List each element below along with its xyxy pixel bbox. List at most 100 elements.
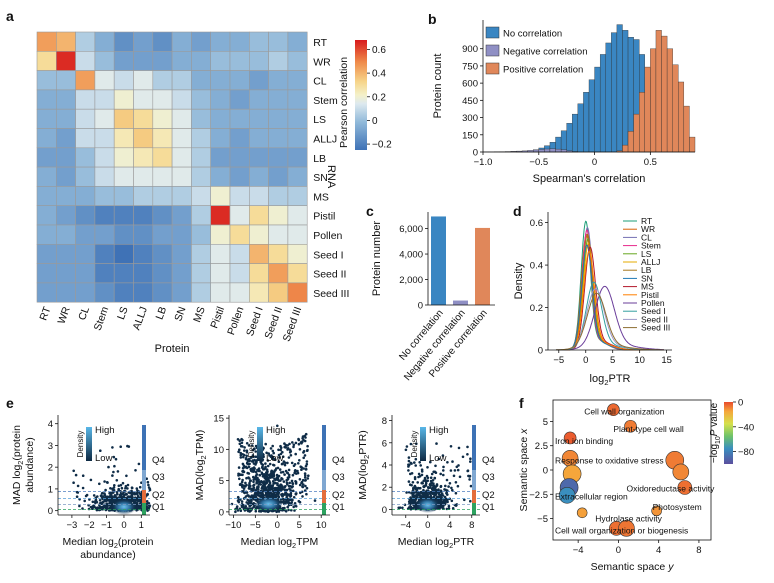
scatter-point <box>146 492 149 496</box>
quartile-strip <box>142 425 146 470</box>
scatter-point <box>276 478 280 481</box>
scatter-point <box>265 476 268 479</box>
quartile-label: Q3 <box>482 472 495 483</box>
scatter-point <box>304 464 308 468</box>
heatmap-cell <box>152 50 173 71</box>
scatter-point <box>301 437 304 440</box>
heatmap-cell <box>55 108 76 129</box>
y-tick-label: −5 <box>537 514 548 525</box>
y-tick-label: 1 <box>48 484 53 495</box>
histogram-bar <box>666 48 673 153</box>
scatter-point <box>446 498 449 501</box>
term-annotation: Plant-type cell wall <box>613 424 684 434</box>
scatter-point <box>291 481 294 485</box>
scatter-point <box>426 466 429 469</box>
heatmap-cell <box>171 205 192 226</box>
scatter-point <box>296 469 299 473</box>
scatter-point <box>439 493 443 497</box>
heatmap-row-label: SN <box>313 172 328 184</box>
heatmap-cell <box>94 89 115 110</box>
heatmap-cell <box>191 89 211 110</box>
legend-label: Positive correlation <box>503 65 583 76</box>
scatter-point <box>92 494 96 497</box>
histogram-bar <box>583 92 590 153</box>
scatter-point <box>246 507 249 510</box>
heatmap-cell <box>55 263 76 284</box>
scatter-point <box>418 491 422 495</box>
scatter-point <box>74 473 78 477</box>
heatmap-cell <box>287 224 308 245</box>
histogram-bar <box>661 35 668 153</box>
scatter-point <box>250 467 254 471</box>
heatmap-row-label: MS <box>313 191 329 203</box>
scatter-point <box>241 466 245 470</box>
scatter-point <box>298 448 302 451</box>
heatmap-colorbar <box>355 40 367 150</box>
y-axis-label: MAD(log2TPM) <box>194 430 208 501</box>
scatter-point <box>245 454 248 458</box>
heatmap-cell <box>268 128 289 149</box>
scatter-point <box>286 471 289 475</box>
scatter-point <box>138 485 142 489</box>
scatter-point <box>241 473 244 477</box>
scatter-point <box>251 494 255 497</box>
heatmap-col-label: Pollen <box>225 305 246 337</box>
quartile-label: Q4 <box>482 455 495 466</box>
scatter-point <box>242 455 245 459</box>
scatter-point <box>281 462 285 465</box>
term-annotation: Response to oxidative stress <box>555 455 664 465</box>
scatter-point <box>123 493 126 496</box>
y-tick-label: 8 <box>382 416 387 427</box>
heatmap-cell <box>113 70 134 91</box>
scatter-point <box>254 470 258 474</box>
scatter-point <box>440 505 443 508</box>
heatmap-cell <box>94 244 115 264</box>
legend-label: Negative correlation <box>503 47 588 58</box>
scatter-point <box>413 461 416 464</box>
heatmap-cell <box>210 147 231 168</box>
scatter-point <box>264 465 267 469</box>
heatmap-cell <box>113 244 134 264</box>
y-tick-label: 0 <box>382 505 387 516</box>
heatmap-cell <box>94 282 115 303</box>
scatter-point <box>301 495 304 498</box>
heatmap-cell <box>36 89 57 110</box>
scatter-point <box>450 486 453 490</box>
scatter-point <box>254 455 258 458</box>
y-tick-label: 900 <box>462 44 478 55</box>
scatter-point <box>411 506 415 510</box>
scatter-point <box>248 486 251 489</box>
x-tick-label: −5 <box>250 520 261 531</box>
y-tick-label: 750 <box>462 61 478 72</box>
term-annotation: Hydrolase activity <box>595 514 662 524</box>
scatter-point <box>247 495 251 498</box>
y-tick-label: 3 <box>48 441 53 452</box>
heatmap-cell <box>152 108 173 129</box>
scatter-point <box>430 472 434 476</box>
scatter-point <box>287 456 291 459</box>
heatmap-cell <box>191 108 211 129</box>
scatter-point <box>249 479 252 482</box>
scatter-point <box>292 443 296 447</box>
legend-label: Pollen <box>641 298 665 308</box>
histogram-bar <box>555 148 562 153</box>
scatter-point <box>244 481 247 485</box>
histogram-bar <box>622 144 629 153</box>
scatter-point <box>117 484 121 488</box>
scatter-point <box>439 472 443 476</box>
quartile-strip <box>142 503 146 515</box>
heatmap-cell <box>36 147 57 168</box>
heatmap-xlabel: Protein <box>155 343 190 355</box>
scatter-point <box>302 483 305 486</box>
heatmap-cell <box>36 263 57 284</box>
scatter-point <box>126 487 129 490</box>
y-axis-label: Protein count <box>432 54 444 119</box>
x-tick-label: 0 <box>583 355 588 366</box>
heatmap-cell <box>229 186 250 206</box>
scatter-point <box>466 453 469 456</box>
heatmap-cell <box>55 244 76 264</box>
scatter-point <box>429 479 433 483</box>
heatmap-cell <box>171 186 192 206</box>
heatmap-cell <box>191 128 211 149</box>
scatter-point <box>236 509 240 512</box>
